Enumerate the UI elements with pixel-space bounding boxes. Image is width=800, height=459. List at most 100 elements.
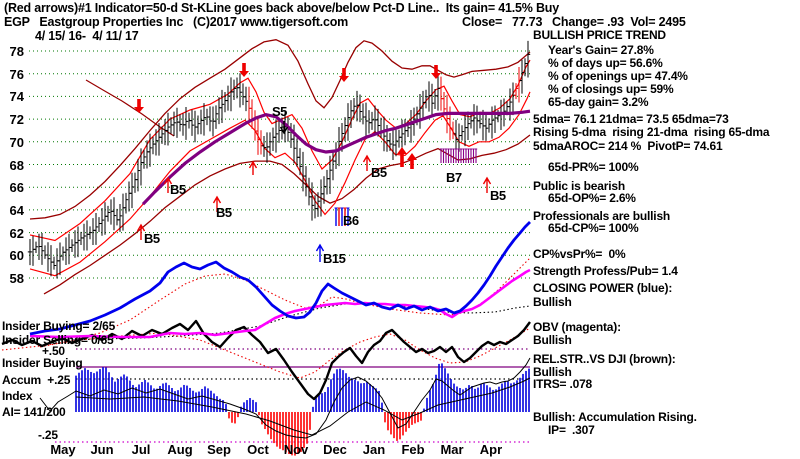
indicator-stat-line: Public is bearish [533,179,625,193]
signal-label-b15: B15 [323,251,346,266]
buy-arrow-icon [482,176,492,193]
indicator-stat-line: 5dmaAROC= 214 % PivotP= 74.61 [533,139,723,153]
y-axis-tick-label: 60 [9,248,24,263]
signal-banner: (Red arrows)#1 Indicator=50-d St-KLine g… [4,1,559,15]
signal-label-b7: B7 [446,170,462,185]
buy-arrow-icon [136,223,146,240]
y-axis-tick-label: 58 [9,271,24,286]
sell-arrow-icon [137,99,141,107]
insider-label: Insider Buying [2,356,83,370]
dma65-line [141,109,531,206]
signal-label-b5: B5 [371,165,387,180]
buy-arrow-icon [212,195,222,212]
month-label-dec: Dec [323,442,347,457]
indicator-stat-line: % of closings up= 59% [548,82,674,96]
insider-label: AI= 141/200 [2,405,66,419]
indicator-stat-line: OBV (magenta): [533,320,621,334]
relstr-average-dotted [1,327,531,379]
indicator-stat-line: % of days up= 56.6% [548,56,663,70]
buy-arrow-icon [248,160,258,175]
y-axis-tick-label: 64 [9,203,24,218]
sell-arrow-icon [342,68,346,76]
signal-label-b5: B5 [490,188,506,203]
outer-band-tail [85,79,175,137]
indicator-stat-line: 65-day gain= 3.2% [548,95,649,109]
insider-label: -.25 [38,428,58,442]
indicator-stat-line: Bullish: Accumulation Rising. [533,410,697,424]
indicator-stat-line: Strength Profess/Pub= 1.4 [533,264,678,278]
sell-arrow-icon [242,63,246,71]
month-label-apr: Apr [479,442,503,457]
month-label-aug: Aug [167,442,193,457]
y-axis-tick-label: 72 [9,112,24,127]
indicator-stat-line: ITRS= .078 [533,377,593,391]
indicator-stat-line: Professionals are bullish [533,209,671,223]
month-label-nov: Nov [283,442,309,457]
indicator-stat-line: BULLISH PRICE TREND [533,28,666,42]
insider-label: Insider Selling= 0/65 [2,333,114,347]
y-axis-tick-label: 66 [9,180,24,195]
buy-arrow-icon [410,159,414,169]
indicator-stat-line: Year's Gain= 27.8% [548,43,654,57]
month-label-feb: Feb [401,442,425,457]
y-axis-tick-label: 70 [9,135,24,150]
y-axis-tick-label: 74 [9,89,24,104]
accum-signal-line [75,377,531,436]
indicator-stat-line: REL.STR..VS DJI (brown): [533,352,676,366]
month-label-may: May [50,442,76,457]
obv-average-dotted [59,302,531,341]
indicator-stat-line: CLOSING POWER (blue): [533,281,673,295]
signal-label-b5: B5 [170,182,186,197]
buy-arrow-icon [315,243,325,262]
y-axis-tick-label: 62 [9,226,24,241]
buy-arrow-icon [362,154,372,171]
indicator-stat-line: Rising 5-dma rising 21-dma rising 65-dma [533,125,770,139]
month-label-sep: Sep [207,442,231,457]
indicator-stat-line: IP= .307 [548,423,595,437]
sell-arrow-icon [339,76,349,82]
month-label-jun: Jun [90,442,114,457]
date-range: 4/ 15/ 16- 4/ 11/ 17 [35,29,139,43]
y-axis-tick-label: 76 [9,67,24,82]
indicator-stat-line: 65d-PR%= 100% [548,160,639,174]
ticker-name: EGP Eastgroup Properties Inc (C)2017 www… [4,15,349,29]
signal-label-s5: S5 [272,104,287,119]
insider-label: Accum +.25 [2,373,71,387]
inner-band-lower [29,91,531,277]
buy-arrow-icon [400,153,404,167]
insider-label: +.50 [42,344,65,358]
insider-label: Insider Buying= 2/65 [2,319,116,333]
sell-arrow-icon [434,65,438,73]
buy-arrow-icon [397,147,407,154]
indicator-stat-line: CP%vsPr%= 0% [533,247,626,261]
sell-arrow-icon [279,121,289,135]
sell-arrow-icon [134,107,144,113]
indicator-stat-line: 65d-CP%= 100% [548,221,639,235]
closing-power-line [29,221,531,336]
quote-stats: Close= 77.73 Change= .93 Vol= 2495 [462,15,686,29]
insider-label: Index [2,389,33,403]
indicator-stat-line: Bullish [533,365,572,379]
sell-arrow-icon [431,73,441,79]
indicator-stat-line: Bullish [533,295,572,309]
signal-label-b5: B5 [144,231,160,246]
y-axis-tick-label: 68 [9,158,24,173]
indicator-stat-line: Bullish [533,333,572,347]
indicator-stat-line: 65d-OP%= 2.6% [548,191,636,205]
accum-index-line [39,357,531,439]
buy-arrow-icon [407,153,417,160]
outer-band-upper [29,39,531,220]
y-axis-tick-label: 78 [9,44,24,59]
sell-arrow-icon [239,71,249,77]
month-label-oct: Oct [247,442,269,457]
signal-label-b5: B5 [216,205,232,220]
indicator-stat-line: % of openings up= 47.4% [548,69,688,83]
month-label-mar: Mar [440,442,464,457]
indicator-stat-line: 5dma= 76.1 21dma= 73.5 65dma=73 [533,112,729,126]
buy-arrow-icon [163,176,173,193]
signal-label-b6: B6 [343,213,359,228]
month-label-jul: Jul [131,442,151,457]
month-label-jan: Jan [362,442,386,457]
